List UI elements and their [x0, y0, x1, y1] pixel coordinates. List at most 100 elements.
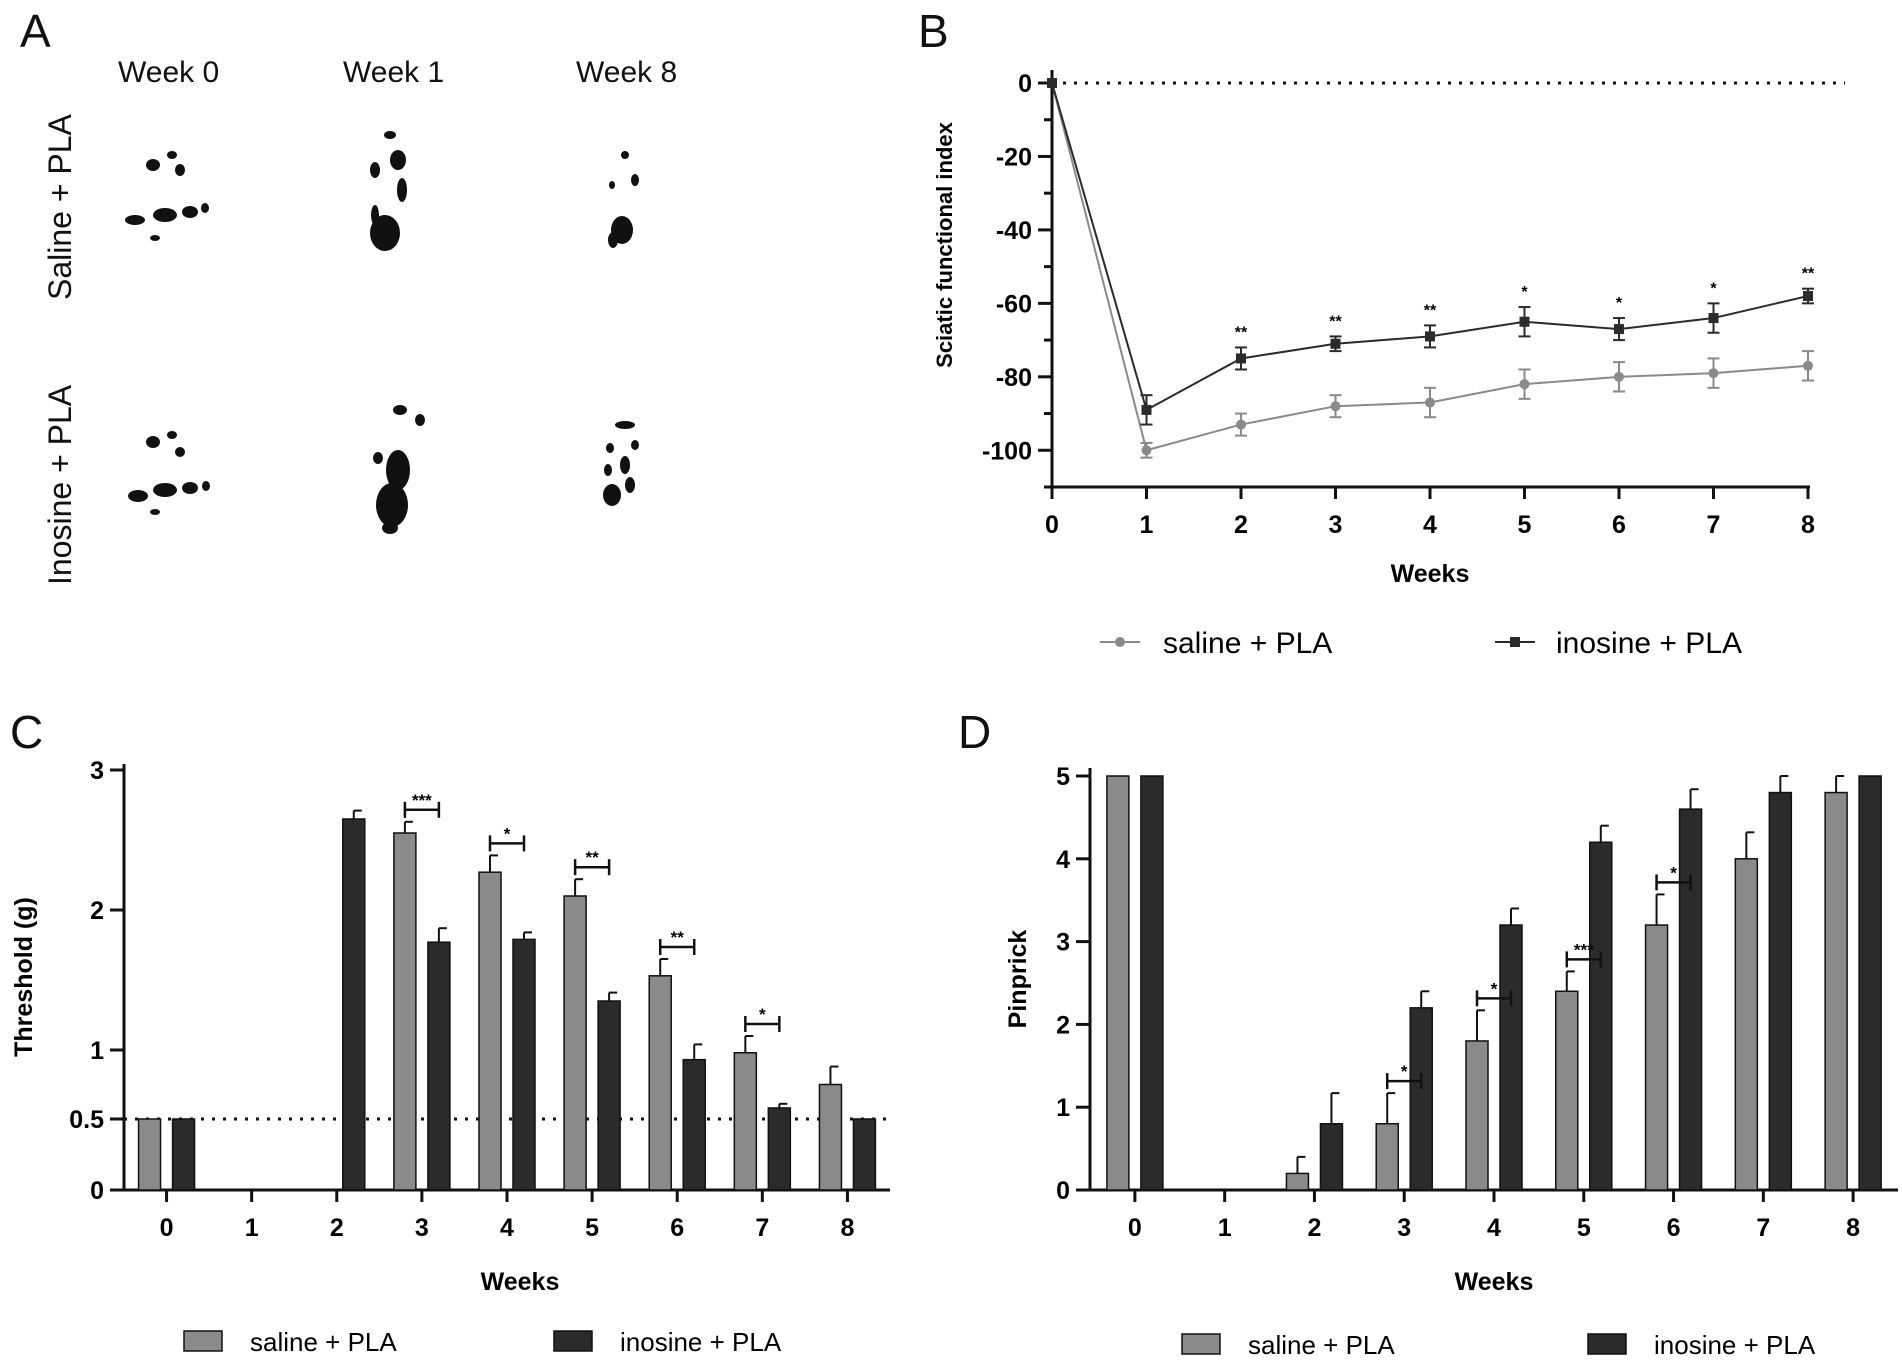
panel-b-letter: B	[918, 5, 949, 57]
footprint-inosine-week0	[128, 431, 210, 515]
chart-c-bar-saline	[818, 1083, 843, 1191]
chart-c-significance-label: *	[759, 1005, 766, 1024]
chart-d-bar-inosine	[1589, 841, 1613, 1191]
chart-c-bar-saline	[137, 1118, 162, 1191]
chart-c-x-tick-label: 1	[245, 1214, 259, 1242]
chart-b-point	[1803, 291, 1813, 302]
chart-d-y-tick-label: 4	[1056, 846, 1070, 874]
chart-d-significance-label: *	[1670, 863, 1677, 882]
chart-d-x-tick-label: 4	[1487, 1214, 1501, 1242]
chart-b-y-tick-label: -80	[996, 364, 1032, 392]
chart-d-x-tick-label: 3	[1397, 1214, 1411, 1242]
chart-c-bar-inosine	[171, 1118, 196, 1191]
panel-a-letter: A	[20, 5, 51, 57]
chart-c-x-tick-label: 3	[415, 1214, 429, 1242]
chart-d-bar-inosine	[1858, 775, 1882, 1191]
chart-c-legend-inosine-label: inosine + PLA	[620, 1327, 782, 1357]
chart-c-x-tick-label: 2	[330, 1214, 344, 1242]
chart-b-x-tick-label: 6	[1612, 511, 1626, 539]
chart-b-point	[1330, 401, 1341, 412]
chart-b-point	[1141, 404, 1152, 415]
chart-b-legend-inosine-label: inosine + PLA	[1556, 627, 1742, 660]
footprint-inosine-week8	[603, 421, 639, 506]
chart-b-sfi-line: 0 -20 -40 -60 -80 -100 0 1 2 3 4 5 6 7 8 Weeks Sciatic f…	[932, 70, 1845, 660]
chart-b-x-axis-label: Weeks	[1391, 560, 1470, 588]
chart-b-point	[1708, 368, 1719, 379]
chart-d-bar-inosine	[1409, 1007, 1433, 1191]
chart-b-legend-saline-label: saline + PLA	[1163, 627, 1332, 660]
chart-c-legend-saline-swatch	[183, 1330, 223, 1352]
footprint-saline-week1	[370, 131, 407, 251]
chart-b-y-tick-label: 0	[1018, 70, 1032, 98]
chart-c-y-tick-label: 0.5	[69, 1106, 104, 1134]
chart-b-significance-label: **	[1424, 302, 1437, 319]
chart-d-x-tick-label: 8	[1846, 1214, 1860, 1242]
chart-d-bar-inosine	[1678, 808, 1703, 1191]
chart-d-y-tick-label: 0	[1056, 1177, 1070, 1205]
chart-b-x-tick-label: 5	[1518, 511, 1532, 539]
chart-b-y-axis-label: Sciatic functional index	[932, 121, 957, 367]
chart-b-point	[1425, 397, 1435, 408]
chart-c-significance-label: **	[671, 928, 685, 947]
chart-c-bar-inosine	[597, 1000, 621, 1191]
panel-c-letter: C	[10, 706, 44, 758]
chart-c-x-tick-label: 5	[585, 1214, 599, 1242]
chart-b-x-tick-label: 2	[1234, 511, 1248, 539]
chart-d-bar-saline	[1106, 775, 1130, 1191]
chart-b-y-tick-label: -100	[982, 437, 1032, 465]
chart-b-point	[1047, 78, 1057, 88]
chart-d-y-tick-label: 3	[1056, 929, 1070, 957]
chart-d-x-axis-label: Weeks	[1455, 1268, 1534, 1296]
chart-b-y-tick-label: -20	[996, 143, 1032, 171]
chart-d-bar-saline	[1555, 990, 1579, 1191]
chart-c-legend-saline-label: saline + PLA	[250, 1327, 397, 1357]
chart-b-x-tick-label: 4	[1423, 511, 1437, 539]
chart-b-point	[1425, 331, 1435, 342]
chart-d-bar-saline	[1734, 858, 1759, 1191]
chart-c-bar-inosine	[342, 818, 366, 1191]
chart-d-y-axis-label: Pinprick	[1004, 930, 1032, 1029]
chart-c-bar-saline	[648, 975, 672, 1191]
chart-b-x-tick-label: 3	[1329, 511, 1343, 539]
chart-c-bar-saline	[733, 1052, 758, 1191]
chart-b-point	[1803, 360, 1813, 371]
chart-b-point	[1236, 353, 1246, 364]
chart-d-bar-saline	[1285, 1172, 1310, 1191]
chart-c-y-tick-label: 0	[90, 1177, 104, 1205]
chart-c-y-tick-label: 1	[90, 1037, 104, 1065]
chart-c-bar-saline	[563, 895, 587, 1191]
chart-b-point	[1708, 313, 1719, 324]
chart-b-x-tick-label: 8	[1801, 511, 1815, 539]
chart-c-bar-inosine	[767, 1107, 792, 1191]
chart-d-bar-saline	[1375, 1123, 1399, 1191]
chart-c-significance-label: *	[504, 824, 511, 843]
chart-d-bar-saline	[1824, 791, 1848, 1191]
chart-b-significance-label: *	[1521, 284, 1528, 301]
chart-c-significance-label: **	[585, 848, 599, 867]
week8-column-label: Week 8	[576, 56, 678, 89]
chart-b-point	[1141, 445, 1152, 456]
chart-b-series-line-1	[1051, 82, 1809, 412]
chart-c-bar-inosine	[427, 941, 451, 1191]
chart-b-point	[1519, 379, 1530, 390]
chart-b-significance-label: **	[1329, 313, 1342, 330]
chart-d-legend-inosine-label: inosine + PLA	[1654, 1330, 1816, 1360]
week1-column-label: Week 1	[343, 56, 445, 89]
chart-c-y-axis-label: Threshold (g)	[10, 897, 38, 1057]
chart-d-bar-inosine	[1319, 1123, 1344, 1191]
chart-c-bar-inosine	[512, 938, 536, 1191]
chart-d-y-tick-label: 1	[1056, 1094, 1070, 1122]
chart-b-point	[1236, 419, 1246, 430]
chart-c-x-tick-label: 0	[160, 1214, 174, 1242]
chart-d-bar-saline	[1644, 924, 1669, 1191]
chart-b-significance-label: **	[1235, 324, 1248, 341]
chart-c-bar-saline	[478, 871, 502, 1191]
chart-c-legend-inosine-swatch	[553, 1330, 593, 1352]
week0-column-label: Week 0	[118, 56, 220, 89]
footprint-saline-week8	[608, 151, 639, 248]
chart-d-x-tick-label: 6	[1667, 1214, 1681, 1242]
chart-d-legend-inosine-swatch	[1587, 1333, 1627, 1355]
chart-d-bar-inosine	[1499, 924, 1523, 1191]
